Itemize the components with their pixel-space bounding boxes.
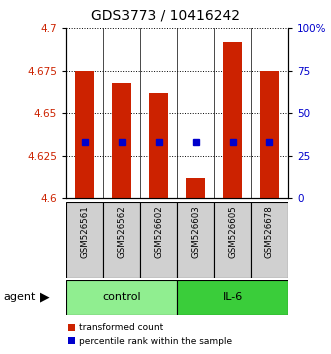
Text: GSM526562: GSM526562	[117, 206, 126, 258]
Text: GDS3773 / 10416242: GDS3773 / 10416242	[91, 9, 240, 23]
Bar	[260, 71, 279, 198]
Bar	[75, 71, 94, 198]
Text: ▶: ▶	[40, 291, 50, 304]
FancyBboxPatch shape	[66, 202, 103, 278]
Text: GSM526602: GSM526602	[154, 206, 163, 258]
Text: agent: agent	[3, 292, 36, 302]
Text: GSM526603: GSM526603	[191, 206, 200, 258]
FancyBboxPatch shape	[66, 280, 177, 315]
Text: GSM526678: GSM526678	[265, 206, 274, 258]
Text: IL-6: IL-6	[222, 292, 243, 302]
FancyBboxPatch shape	[214, 202, 251, 278]
FancyBboxPatch shape	[177, 202, 214, 278]
FancyBboxPatch shape	[140, 202, 177, 278]
Bar	[149, 93, 168, 198]
FancyBboxPatch shape	[251, 202, 288, 278]
Bar	[186, 178, 205, 198]
Text: control: control	[102, 292, 141, 302]
FancyBboxPatch shape	[103, 202, 140, 278]
Bar	[223, 42, 242, 198]
FancyBboxPatch shape	[177, 280, 288, 315]
Text: GSM526605: GSM526605	[228, 206, 237, 258]
Legend: transformed count, percentile rank within the sample: transformed count, percentile rank withi…	[64, 320, 235, 349]
Bar	[113, 83, 131, 198]
Text: GSM526561: GSM526561	[80, 206, 89, 258]
